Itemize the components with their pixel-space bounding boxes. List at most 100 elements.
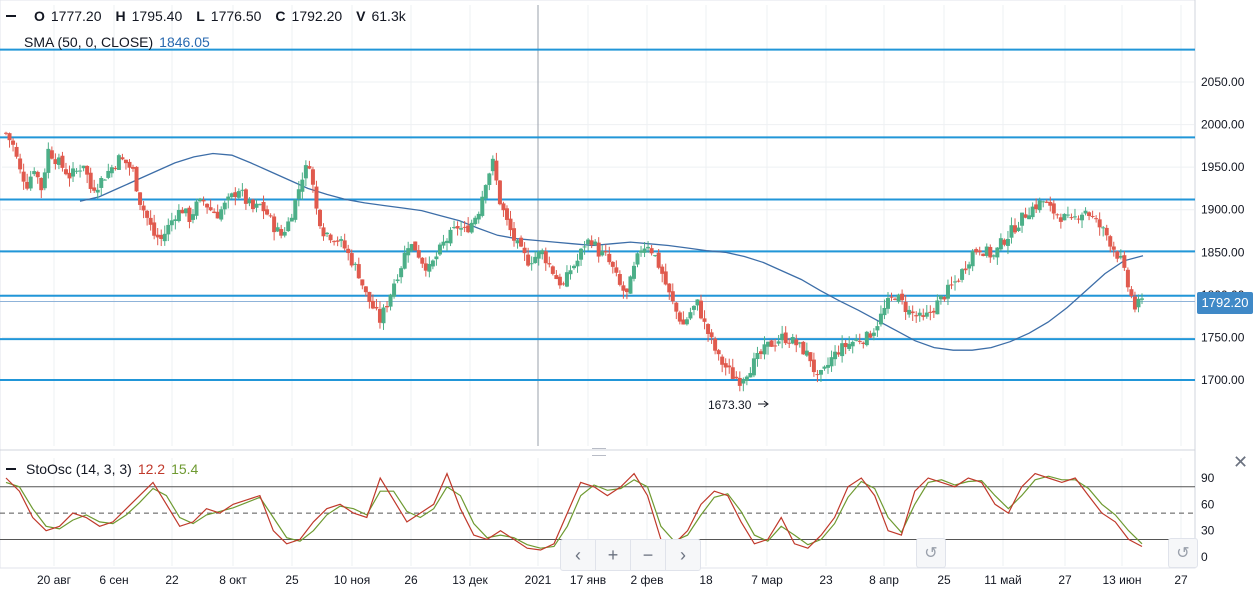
candle-body (349, 253, 354, 266)
x-tick-label: 2 фев (631, 573, 664, 587)
candle-body (113, 167, 118, 169)
candle (734, 371, 739, 379)
y-tick-label: 1700.00 (1201, 373, 1245, 387)
candle (441, 234, 446, 249)
candle (635, 252, 640, 268)
x-tick-label: 7 мар (751, 573, 783, 587)
stochastic-panel (0, 472, 1195, 551)
candle (720, 354, 725, 373)
candle-body (864, 331, 869, 346)
candle-body (1094, 218, 1099, 220)
candle-body (631, 265, 636, 279)
high-value: 1795.40 (131, 8, 183, 24)
candle (780, 325, 785, 349)
candle (949, 276, 954, 290)
candle-body (300, 179, 305, 192)
candle (92, 179, 97, 194)
pane-divider-handle[interactable] (592, 448, 606, 456)
candle (279, 224, 284, 239)
annotations: 1673.30 (708, 398, 769, 412)
scroll-right-button[interactable]: › (680, 544, 686, 565)
candle (935, 294, 940, 315)
candle-body (395, 279, 400, 282)
candle-body (127, 161, 132, 168)
candle (328, 233, 333, 244)
sto-menu-icon[interactable] (6, 468, 16, 470)
candle (127, 159, 132, 176)
candle (469, 219, 474, 234)
zoom-out-button[interactable]: − (631, 540, 666, 570)
candle-body (166, 224, 171, 235)
candle (452, 220, 457, 230)
candle-body (981, 253, 986, 257)
candle-body (95, 189, 100, 193)
candle-body (7, 133, 12, 141)
candle-body (399, 268, 404, 278)
candle (741, 377, 746, 392)
candle (346, 244, 351, 261)
candle-body (554, 275, 559, 280)
scroll-left-button[interactable]: ‹ (561, 540, 596, 570)
candle-body (1076, 218, 1081, 220)
candle (773, 339, 778, 352)
candle-body (92, 187, 97, 191)
candle-body (321, 227, 326, 237)
close-pane-icon[interactable]: ✕ (1233, 452, 1249, 472)
candle-body (183, 208, 188, 214)
candle-body (293, 199, 298, 220)
candle (303, 160, 308, 187)
candle (1030, 202, 1035, 220)
candle-body (120, 157, 125, 160)
candle-body (317, 209, 322, 227)
candle (222, 200, 227, 215)
candle (508, 210, 513, 237)
candle-body (385, 305, 390, 308)
candle (568, 265, 573, 280)
zoom-in-button[interactable]: + (596, 540, 631, 570)
candle-body (106, 170, 111, 178)
candle (1009, 217, 1014, 244)
candle (628, 275, 633, 294)
reset-axis-button[interactable]: ↺ (1168, 538, 1198, 568)
candle (300, 172, 305, 201)
candle (173, 215, 178, 230)
reset-chart-button[interactable]: ↺ (916, 538, 946, 568)
candle (1094, 215, 1099, 223)
candle-body (586, 239, 591, 245)
min-price-label: 1673.30 (708, 398, 752, 412)
candle-body (790, 337, 795, 344)
candle-body (63, 169, 68, 175)
candle (1034, 198, 1039, 213)
candle (268, 213, 273, 218)
candle (910, 305, 915, 321)
candle-body (829, 357, 834, 367)
candle (243, 188, 248, 210)
menu-icon[interactable] (6, 15, 16, 17)
candle (205, 203, 210, 214)
candle-body (529, 263, 534, 265)
candle-body (501, 203, 506, 211)
candle-body (480, 196, 485, 216)
candle (515, 239, 520, 249)
candle (356, 257, 361, 279)
candle (677, 310, 682, 325)
candle (543, 247, 548, 271)
x-tick-label: 27 (1174, 573, 1188, 587)
candle-body (1012, 225, 1017, 233)
candle (123, 159, 128, 170)
open-value: 1777.20 (50, 8, 102, 24)
candle (797, 341, 802, 348)
candle (607, 246, 612, 265)
candle-body (141, 205, 146, 211)
candle-body (14, 146, 19, 157)
sto-legend[interactable]: StoOsc (14, 3, 3) 12.2 15.4 (6, 461, 198, 477)
candle (416, 244, 421, 259)
y-tick-label: 1950.00 (1201, 160, 1245, 174)
candle (787, 338, 792, 349)
candle-body (773, 345, 778, 347)
candle (988, 244, 993, 263)
candle (25, 173, 30, 191)
sma-legend[interactable]: SMA (50, 0, CLOSE) 1846.05 (24, 34, 210, 50)
candle (945, 279, 950, 306)
